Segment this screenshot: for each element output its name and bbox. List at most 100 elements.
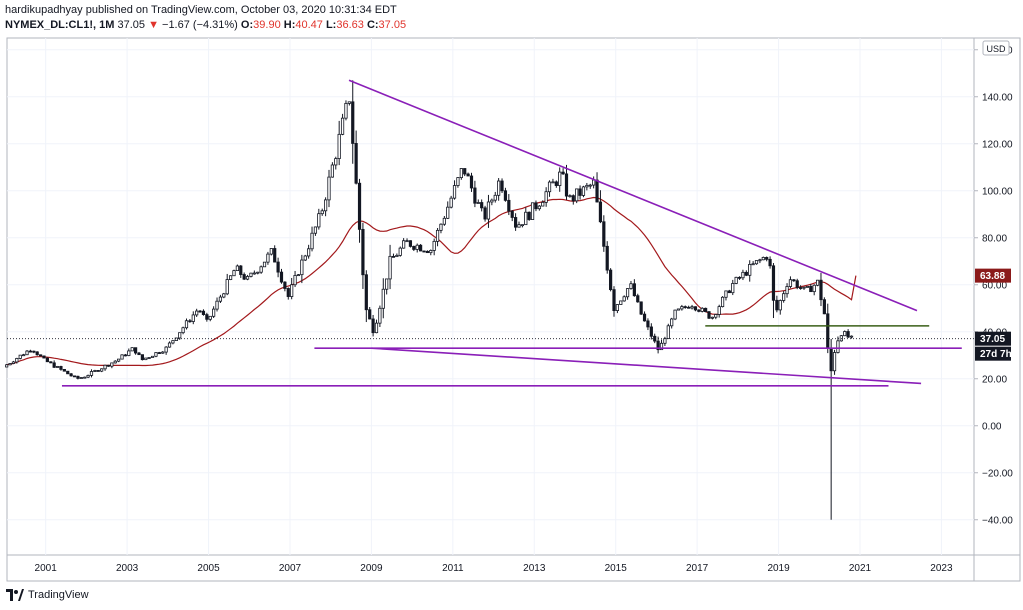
candle-body — [758, 259, 762, 262]
candle-body — [86, 374, 90, 378]
candle-body — [164, 346, 168, 353]
ma-line — [6, 196, 857, 367]
candle-body — [843, 331, 847, 337]
trend-line-resistance[interactable] — [348, 79, 918, 312]
candle-body — [629, 283, 633, 289]
candle-body — [649, 326, 653, 337]
candle-body — [59, 366, 63, 370]
y-tick-label: 0.00 — [982, 421, 1002, 432]
candle-body — [690, 306, 694, 309]
candle-body — [371, 318, 375, 334]
candle-body — [361, 228, 365, 276]
candle-body — [368, 309, 372, 320]
candle-body — [754, 260, 759, 265]
high-label: H: — [283, 19, 296, 31]
candle-body — [286, 288, 290, 297]
candle-body — [771, 265, 776, 301]
candle-body — [191, 314, 195, 322]
candle-body — [476, 202, 480, 204]
candle-body — [751, 263, 755, 266]
candle-body — [154, 352, 158, 357]
ma-price-badge-bg — [975, 268, 1011, 283]
candle-body — [809, 285, 813, 293]
candle-body — [49, 361, 53, 364]
candle-body — [25, 350, 29, 356]
candle-body — [486, 201, 491, 220]
change-value: −1.67 (−4.31%) — [162, 19, 238, 31]
candle-body — [100, 368, 104, 372]
candle-body — [215, 300, 219, 310]
candle-body — [537, 205, 541, 210]
candle-body — [615, 304, 619, 311]
candle-body — [201, 310, 206, 315]
candle-body — [727, 290, 731, 294]
candle-body — [639, 301, 643, 315]
candle-body — [391, 255, 396, 258]
candle-body — [405, 240, 409, 243]
candle-body — [497, 180, 501, 196]
candle-body — [310, 232, 314, 250]
candle-body — [768, 258, 772, 267]
candle-body — [673, 309, 677, 320]
candle-body — [357, 182, 362, 230]
candle-body — [89, 371, 94, 376]
candle-body — [422, 250, 426, 253]
candle-body — [541, 201, 545, 207]
candle-body — [625, 288, 630, 298]
candle-body — [530, 202, 535, 220]
trend-line-support-lower[interactable] — [371, 347, 922, 385]
candle-body — [683, 306, 687, 309]
candle-body — [273, 248, 277, 263]
low-label: L: — [325, 19, 337, 31]
y-tick-label: 100.00 — [982, 186, 1013, 197]
candle-body — [609, 269, 613, 291]
candle-body — [585, 184, 589, 188]
price-chart[interactable]: 160.00140.00120.00100.0080.0060.0040.002… — [0, 0, 1023, 585]
candle-body — [337, 133, 341, 159]
time-axis: 2001 2003 2005 2007 2009 2011 2013 2015 2017 2019… — [35, 563, 953, 574]
candle-body — [619, 300, 623, 305]
candle-body — [575, 188, 579, 202]
x-tick-label: 2017 — [686, 563, 709, 574]
candle-body — [503, 190, 508, 201]
currency-button[interactable]: USD — [982, 40, 1010, 56]
candle-body — [452, 185, 457, 199]
x-tick-label: 2023 — [930, 563, 953, 574]
candle-body — [167, 342, 172, 348]
candle-body — [269, 248, 273, 255]
candle-body — [527, 211, 531, 220]
candle-body — [262, 261, 267, 268]
candle-body — [327, 176, 331, 201]
trend-lines[interactable] — [61, 79, 962, 387]
candle-body — [676, 308, 681, 311]
candle-body — [157, 352, 161, 354]
candle-body — [239, 265, 243, 275]
candle-body — [225, 279, 229, 295]
chart-frame — [6, 37, 1021, 582]
candle-body — [561, 171, 565, 175]
candle-body — [564, 173, 569, 197]
open-value: 39.90 — [253, 19, 281, 31]
footer[interactable]: TradingView — [6, 589, 89, 601]
countdown-badge-bg — [975, 346, 1011, 361]
x-tick-label: 2011 — [442, 563, 464, 574]
high-value: 40.47 — [295, 19, 323, 31]
candle-body — [22, 354, 26, 357]
candle-body — [303, 255, 307, 261]
y-tick-label: 80.00 — [982, 233, 1007, 244]
candle-body — [588, 184, 592, 187]
candle-body — [147, 357, 151, 359]
candle-body — [307, 248, 311, 257]
candle-body — [687, 306, 691, 309]
candle-body — [252, 272, 256, 275]
candle-body — [724, 290, 728, 298]
candle-body — [317, 213, 321, 228]
candle-body — [5, 364, 9, 368]
candle-body — [96, 370, 100, 372]
candle-body — [385, 278, 389, 290]
candle-body — [32, 350, 36, 353]
candle-body — [340, 117, 345, 135]
price-axis: 160.00140.00120.00100.0080.0060.0040.002… — [974, 45, 1013, 526]
candle-body — [72, 375, 77, 378]
candle-body — [62, 368, 66, 372]
